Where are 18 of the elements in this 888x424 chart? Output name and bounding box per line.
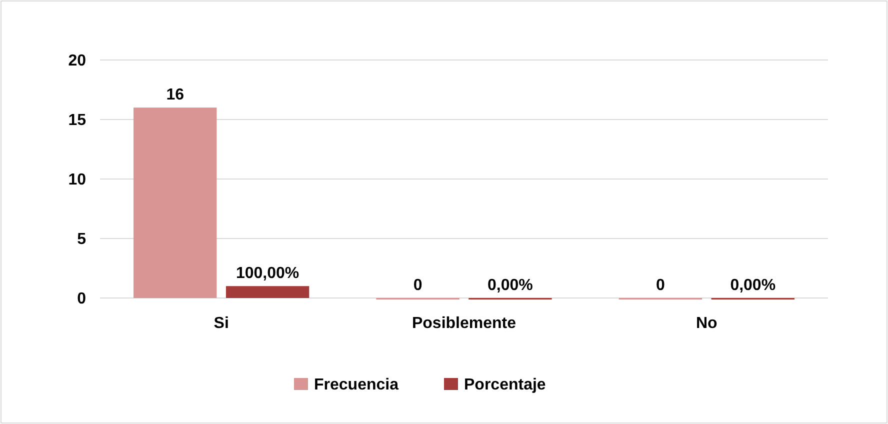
y-tick-label: 15 (68, 112, 86, 130)
data-label: 100,00% (236, 265, 300, 282)
bar (134, 108, 217, 298)
y-tick-label: 20 (68, 52, 86, 70)
data-label: 0,00% (488, 277, 533, 294)
x-tick-label: Posiblemente (412, 315, 516, 332)
y-tick-label: 0 (77, 290, 86, 308)
data-label: 0 (656, 277, 665, 294)
legend-label: Porcentaje (464, 376, 546, 394)
data-label: 16 (166, 86, 184, 104)
y-tick-label: 5 (77, 231, 86, 248)
x-tick-label: Si (214, 315, 229, 332)
y-tick-label: 10 (68, 172, 86, 189)
bar (226, 286, 310, 298)
data-label: 0 (413, 277, 422, 294)
x-tick-label: No (696, 315, 718, 332)
data-label: 0,00% (730, 277, 776, 294)
legend-label: Frecuencia (314, 376, 399, 394)
